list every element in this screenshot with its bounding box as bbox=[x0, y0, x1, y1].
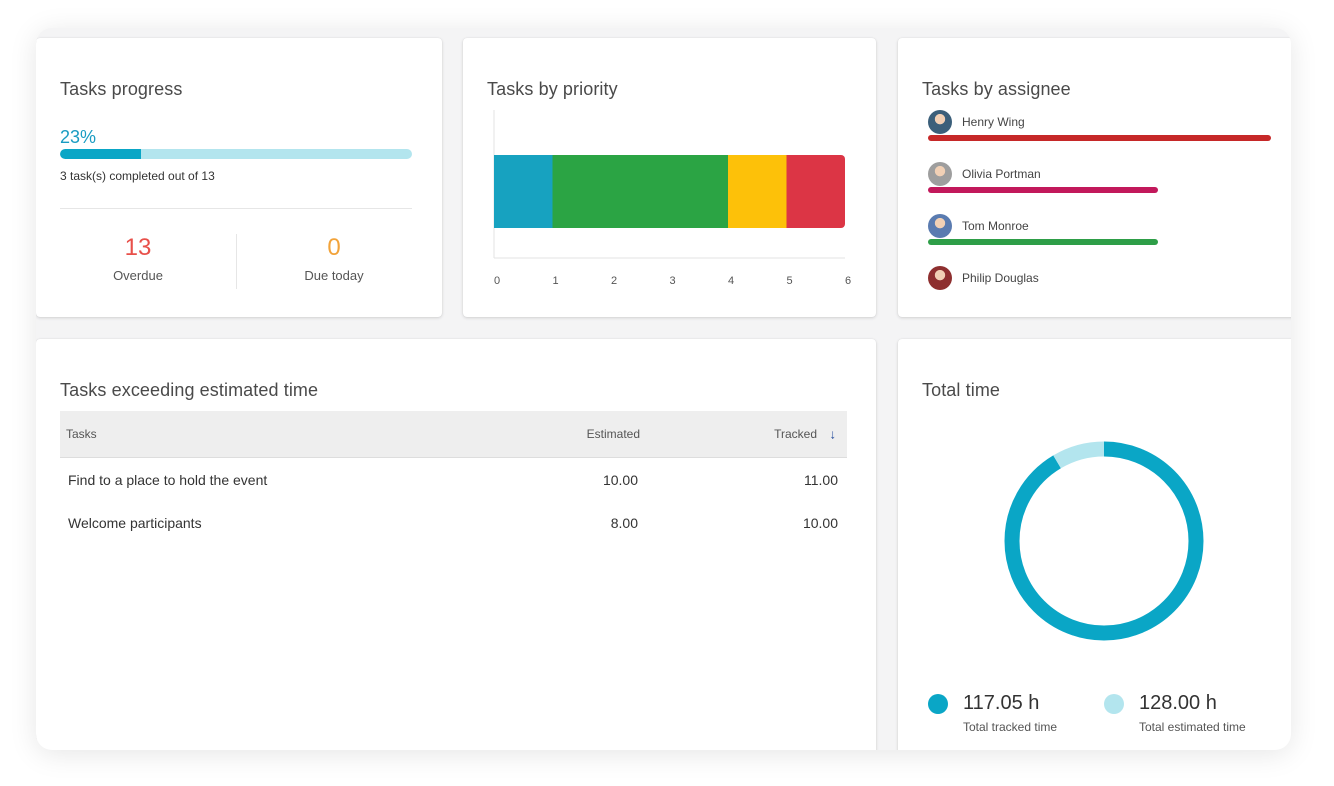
divider bbox=[60, 208, 412, 209]
tasks-exceeding-title: Tasks exceeding estimated time bbox=[60, 380, 319, 400]
priority-bar-segment bbox=[728, 155, 787, 228]
avatar bbox=[928, 162, 952, 186]
divider bbox=[236, 234, 237, 289]
assignee-task-bar bbox=[928, 239, 1158, 245]
overdue-count[interactable]: 13 bbox=[124, 234, 152, 261]
due-today-count[interactable]: 0 bbox=[327, 234, 341, 261]
tasks-progress-card: Tasks progress 23% 3 task(s) completed o… bbox=[36, 38, 442, 317]
estimated-cell: 8.00 bbox=[610, 514, 638, 531]
priority-bar-segment bbox=[494, 155, 553, 228]
tracked-time-label: Total tracked time bbox=[963, 720, 1058, 734]
column-header-tasks[interactable]: Tasks bbox=[66, 427, 97, 441]
tracked-cell: 10.00 bbox=[802, 514, 838, 531]
table-row[interactable]: Find to a place to hold the event 10.00 11… bbox=[60, 458, 847, 501]
assignee-name: Henry Wing bbox=[962, 115, 1025, 129]
assignee-name: Olivia Portman bbox=[962, 167, 1041, 181]
estimated-cell: 10.00 bbox=[602, 471, 638, 488]
x-tick-label: 1 bbox=[552, 275, 558, 287]
progress-bar-fill bbox=[60, 149, 141, 159]
overdue-label: Overdue bbox=[113, 268, 163, 283]
progress-bar bbox=[60, 149, 412, 159]
priority-bar-segment bbox=[552, 155, 728, 228]
remaining-estimate-slice bbox=[1004, 441, 1204, 641]
estimated-time-value: 128.00 h bbox=[1139, 692, 1217, 714]
avatar bbox=[928, 214, 952, 238]
tracked-time-value: 117.05 h bbox=[963, 692, 1040, 714]
estimated-time-label: Total estimated time bbox=[1139, 720, 1246, 734]
tasks-by-priority-card: Tasks by priority 0 1 2 3 4 5 6 bbox=[463, 38, 876, 317]
x-tick-label: 6 bbox=[845, 275, 851, 287]
priority-bar-segment bbox=[786, 155, 845, 228]
table-header: Tasks Estimated Tracked ↓ bbox=[60, 411, 847, 458]
x-tick-label: 2 bbox=[611, 275, 617, 287]
due-today-label: Due today bbox=[304, 268, 364, 283]
exceeding-table: Tasks Estimated Tracked ↓ Find to a plac… bbox=[60, 411, 847, 544]
avatar bbox=[928, 266, 952, 290]
priority-chart: 0 1 2 3 4 5 6 bbox=[493, 110, 851, 287]
estimated-legend-dot-icon bbox=[1104, 694, 1124, 714]
progress-caption: 3 task(s) completed out of 13 bbox=[60, 169, 215, 183]
x-tick-label: 4 bbox=[728, 275, 734, 287]
task-name-cell: Welcome participants bbox=[68, 514, 202, 531]
tasks-exceeding-card: Tasks exceeding estimated time Tasks Est… bbox=[36, 339, 876, 750]
tracked-legend-dot-icon bbox=[928, 694, 948, 714]
table-row[interactable]: Welcome participants 8.00 10.00 bbox=[60, 501, 847, 544]
assignee-task-bar bbox=[928, 187, 1158, 193]
x-tick-label: 0 bbox=[494, 275, 500, 287]
progress-percent: 23% bbox=[60, 127, 97, 147]
total-time-title: Total time bbox=[922, 380, 1001, 400]
avatar bbox=[928, 110, 952, 134]
table-body: Find to a place to hold the event 10.00 11… bbox=[60, 458, 847, 544]
assignee-name: Philip Douglas bbox=[962, 271, 1039, 285]
tasks-by-assignee-title: Tasks by assignee bbox=[922, 79, 1071, 99]
assignee-name: Tom Monroe bbox=[962, 219, 1029, 233]
x-tick-label: 5 bbox=[786, 275, 792, 287]
assignee-task-bar bbox=[928, 135, 1271, 141]
tracked-cell: 11.00 bbox=[804, 471, 838, 488]
total-time-donut-chart bbox=[1004, 441, 1204, 641]
tasks-by-assignee-card: Tasks by assignee Henry Wing Olivia Portm… bbox=[898, 38, 1291, 317]
tasks-by-priority-title: Tasks by priority bbox=[487, 79, 618, 99]
sort-descending-icon[interactable]: ↓ bbox=[829, 426, 837, 442]
column-header-estimated[interactable]: Estimated bbox=[586, 427, 640, 441]
dashboard: Tasks progress 23% 3 task(s) completed o… bbox=[36, 28, 1291, 750]
x-tick-label: 3 bbox=[669, 275, 675, 287]
tasks-progress-title: Tasks progress bbox=[60, 79, 183, 99]
priority-bar-segment-edge bbox=[786, 155, 793, 228]
task-name-cell: Find to a place to hold the event bbox=[68, 471, 268, 488]
tracked-time-slice bbox=[1004, 441, 1204, 641]
column-header-tracked[interactable]: Tracked bbox=[774, 427, 817, 441]
total-time-card: Total time 117.05 h Total tracked time 1… bbox=[898, 339, 1291, 750]
